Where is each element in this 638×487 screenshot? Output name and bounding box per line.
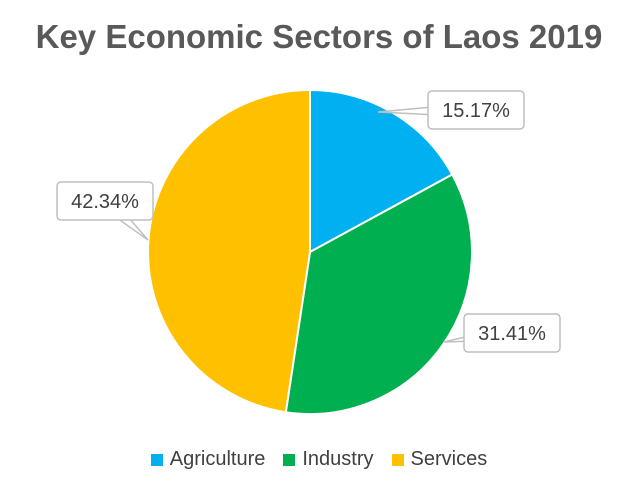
data-labels: 15.17% 31.41% 42.34%	[56, 90, 561, 353]
data-label-services: 42.34%	[56, 181, 154, 241]
data-label-industry: 31.41%	[443, 313, 561, 353]
chart-title: Key Economic Sectors of Laos 2019	[35, 18, 603, 55]
data-label-agriculture: 15.17%	[377, 90, 525, 130]
legend-item-industry: Industry	[283, 448, 374, 471]
legend-item-agriculture: Agriculture	[150, 448, 266, 471]
callout-fill-services	[58, 183, 152, 219]
legend: Agriculture Industry Services	[0, 448, 638, 471]
callout-fill-agriculture	[429, 92, 523, 128]
pie-slice-industry	[284, 173, 473, 415]
data-label-text-services: 42.34%	[71, 191, 139, 213]
legend-swatch-services	[391, 453, 404, 466]
legend-swatch-industry	[283, 453, 296, 466]
legend-label-services: Services	[410, 448, 488, 470]
legend-label-industry: Industry	[302, 448, 374, 470]
data-label-text-agriculture: 15.17%	[442, 100, 510, 122]
legend-label-agriculture: Agriculture	[169, 448, 266, 470]
callout-fill-industry	[465, 315, 559, 351]
pie-slices	[147, 88, 473, 415]
legend-swatch-agriculture	[150, 453, 163, 466]
data-label-text-industry: 31.41%	[478, 323, 546, 345]
legend-item-services: Services	[391, 448, 488, 471]
pie-slice-services	[147, 88, 311, 414]
